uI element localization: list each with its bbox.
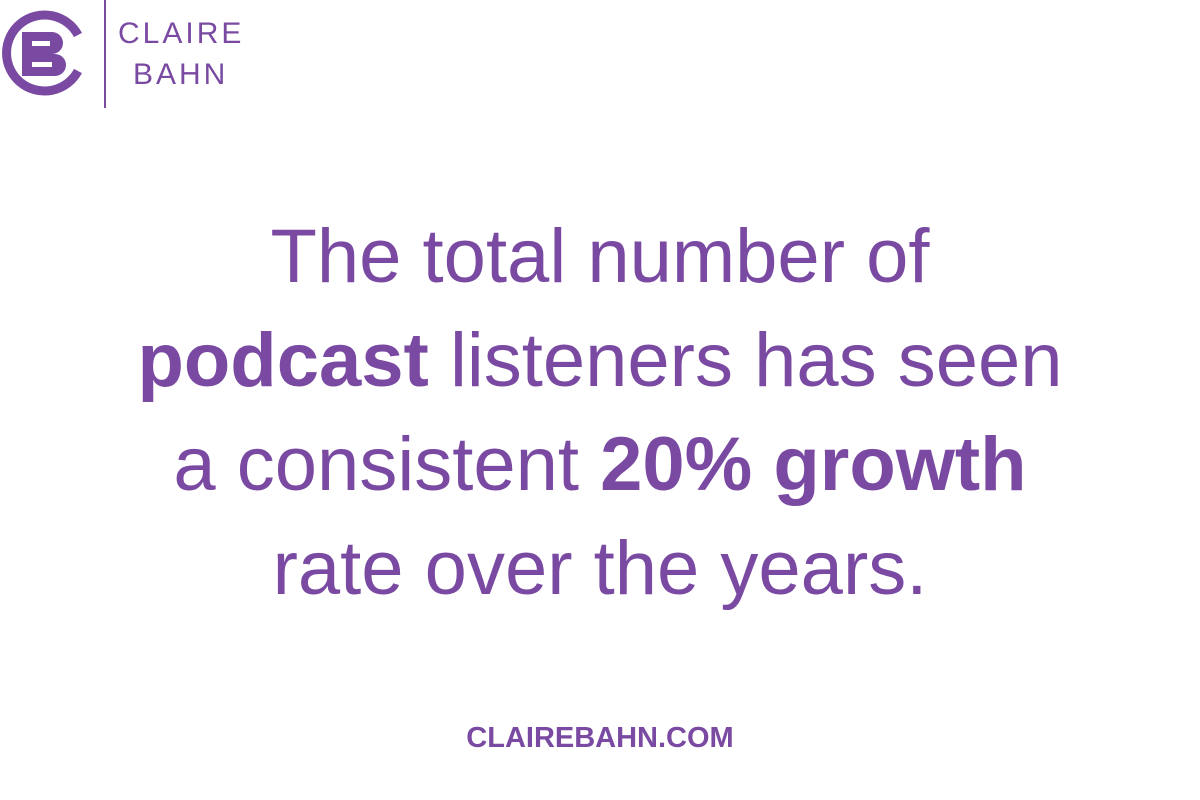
quote-text: rate over the years. xyxy=(272,526,928,611)
quote-text: The total number of xyxy=(270,214,930,299)
logo-mark xyxy=(2,0,106,108)
footer-link: CLAIREBAHN.COM xyxy=(466,722,734,754)
quote-line: The total number of xyxy=(0,205,1200,309)
logo-ring xyxy=(2,10,82,96)
logo-name: BAHN xyxy=(133,58,229,91)
quote-emphasis: podcast xyxy=(137,318,429,403)
quote-line: rate over the years. xyxy=(0,517,1200,621)
quote-emphasis: 20% growth xyxy=(600,422,1027,507)
logo-cut xyxy=(32,41,50,46)
logo-cut xyxy=(32,62,52,67)
logo-name: CLAIRE xyxy=(118,17,245,50)
quote: The total number of podcast listeners has… xyxy=(0,205,1200,621)
quote-line: podcast listeners has seen xyxy=(0,309,1200,413)
logo-b xyxy=(22,32,66,76)
quote-line: a consistent 20% growth xyxy=(0,413,1200,517)
quote-text: listeners has seen xyxy=(428,318,1063,403)
quote-text: a consistent xyxy=(173,422,601,507)
